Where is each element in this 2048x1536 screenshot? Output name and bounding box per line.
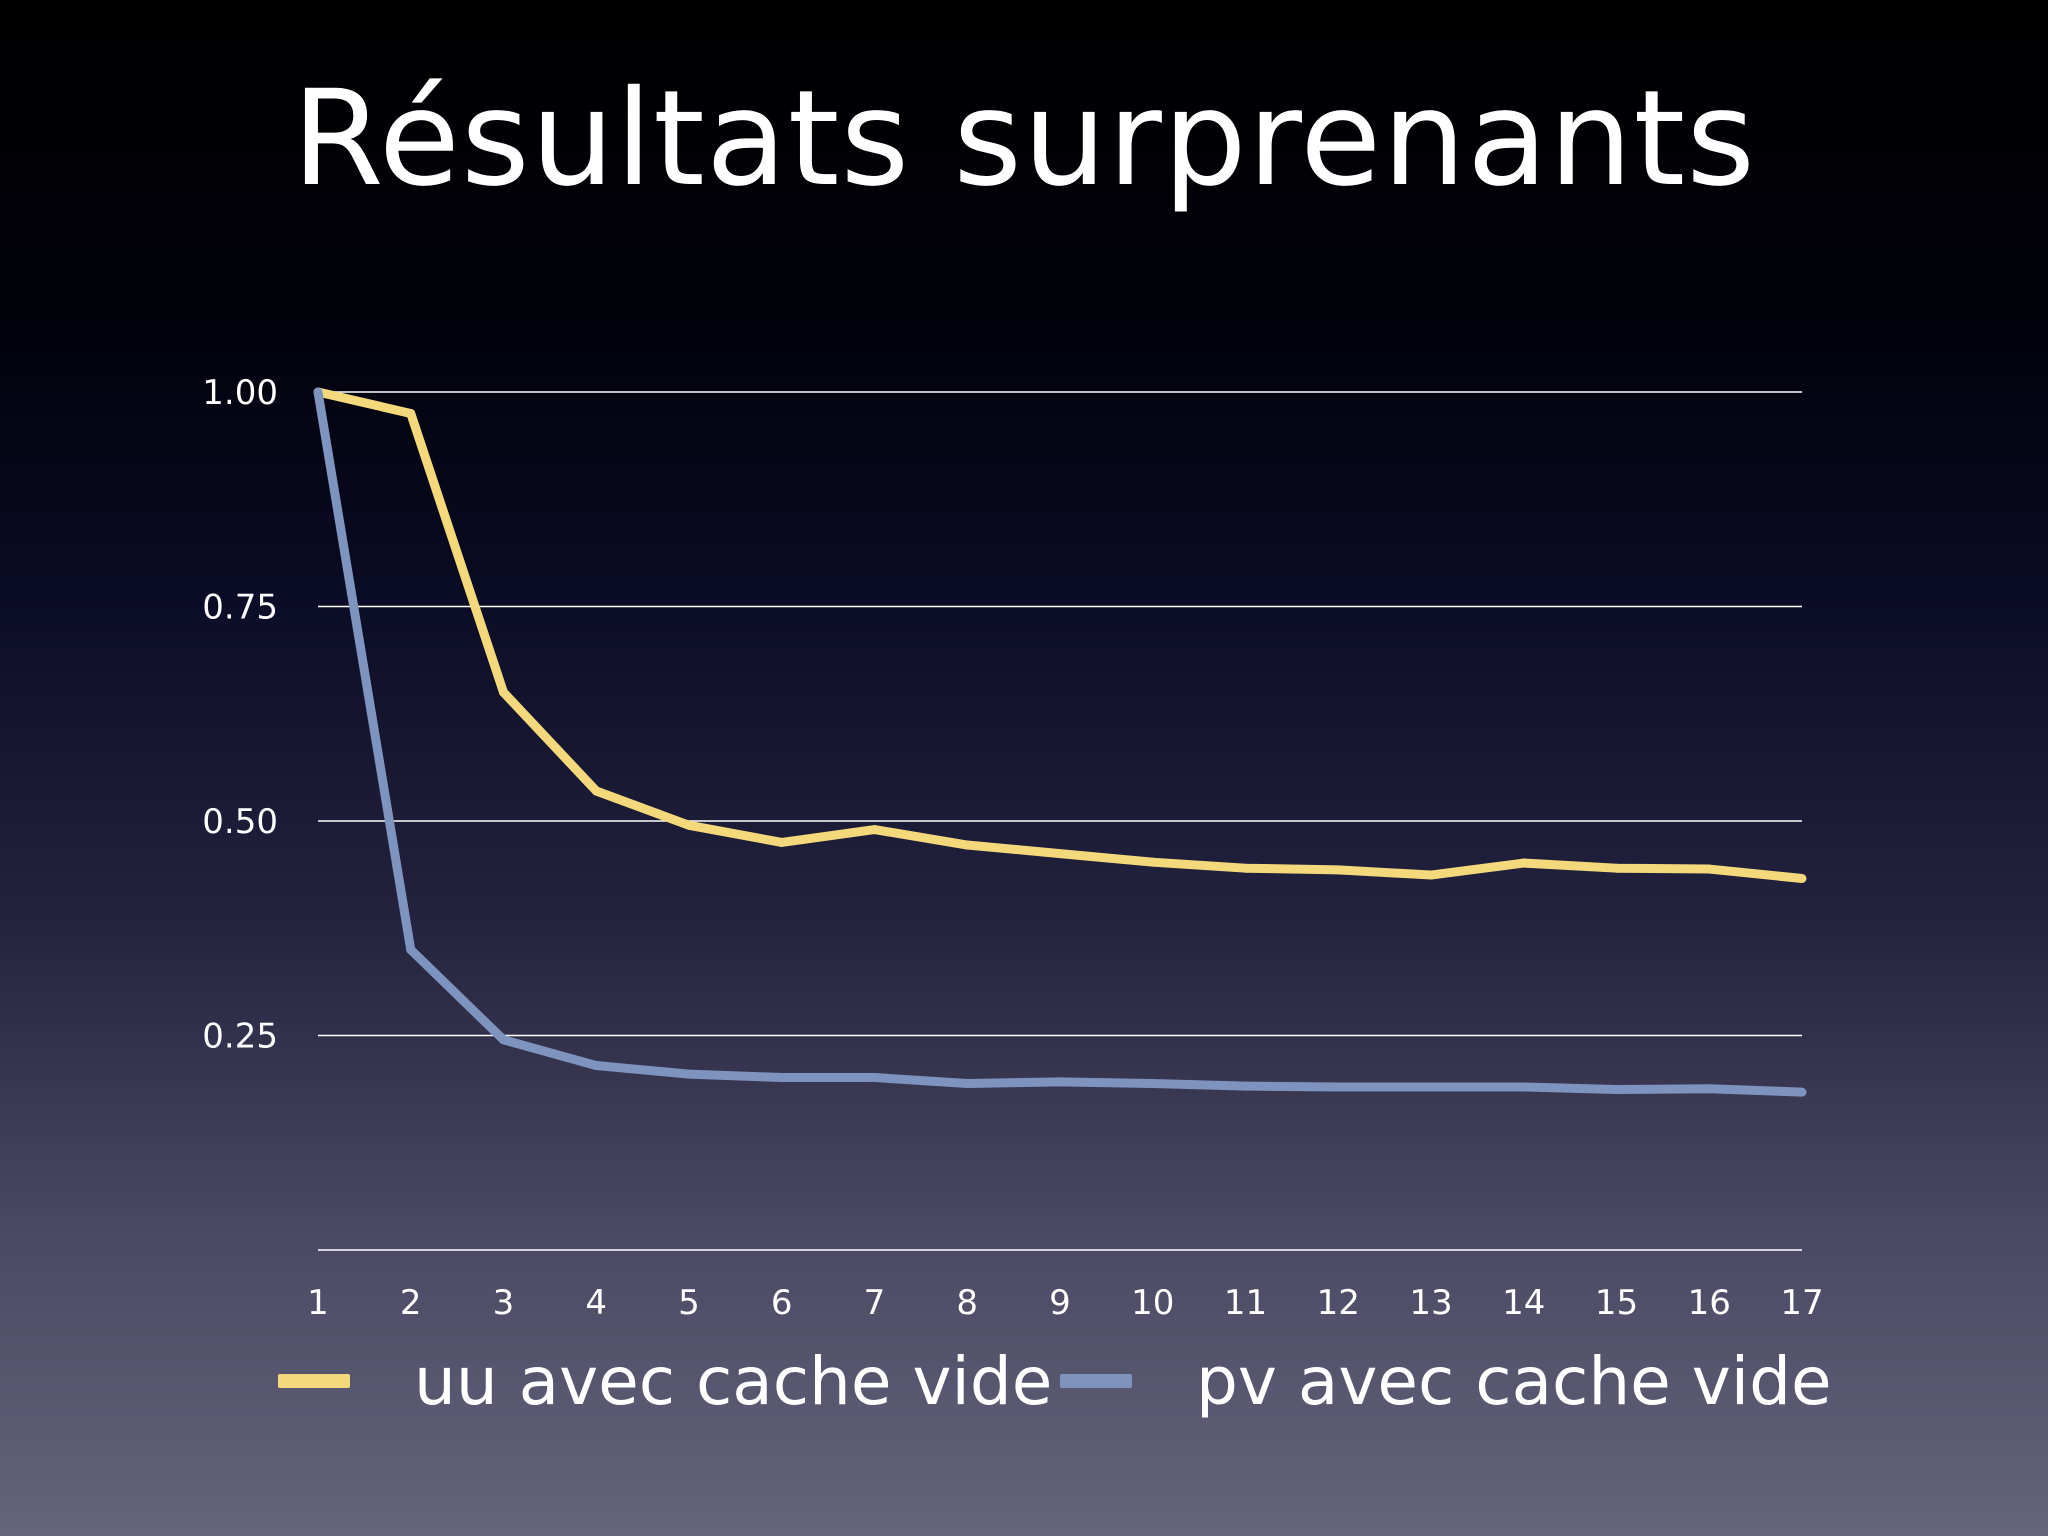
series-lines [313,387,1807,1097]
legend-swatch-pv [1060,1374,1132,1388]
data-point [1519,858,1529,868]
data-point [313,387,323,397]
data-point [406,408,416,418]
x-tick-label: 5 [678,1283,700,1323]
legend-swatch-uu [278,1374,350,1388]
data-point [406,945,416,955]
data-point [1704,1084,1714,1094]
data-point [777,1073,787,1083]
x-tick-label: 8 [956,1283,978,1323]
data-point [777,837,787,847]
data-point [1426,1082,1436,1092]
x-tick-label: 9 [1049,1283,1071,1323]
data-point [1148,857,1158,867]
y-tick-label: 0.25 [202,1017,278,1057]
x-tick-label: 2 [400,1283,422,1323]
series-line-pv [313,391,1803,1097]
x-tick-label: 11 [1224,1283,1267,1323]
y-tick-label: 1.00 [202,373,278,413]
y-tick-label: 0.75 [202,588,278,628]
data-point [684,1069,694,1079]
data-point [591,786,601,796]
x-tick-label: 10 [1131,1283,1174,1323]
data-point [1612,1085,1621,1095]
y-tick-label: 0.50 [202,802,278,842]
data-point [1797,873,1807,883]
x-tick-label: 16 [1688,1283,1731,1323]
x-tick-label: 1 [307,1283,329,1323]
data-point [962,1079,972,1089]
data-point [1797,1087,1807,1097]
data-point [870,1073,879,1083]
data-point [1612,863,1621,873]
x-tick-label: 14 [1502,1283,1545,1323]
x-tick-label: 4 [585,1283,607,1323]
data-point [1148,1079,1158,1089]
legend-item-uu: uu avec cache vide [278,1336,1052,1426]
series-line-uu [316,387,1803,883]
data-point [1333,865,1343,875]
data-point [1055,1077,1065,1087]
x-axis-ticks: 1 2 3 4 5 6 7 8 9 10 11 12 13 14 15 16 17 [307,1283,1823,1323]
x-tick-label: 15 [1595,1283,1638,1323]
data-point [1519,1082,1529,1092]
data-point [591,1061,601,1071]
legend-item-pv: pv avec cache vide [1060,1336,1832,1426]
data-point [1426,870,1436,880]
data-point [962,840,972,850]
data-point [684,820,694,830]
legend-label-uu: uu avec cache vide [414,1342,1053,1420]
data-point [870,825,879,835]
x-tick-label: 12 [1317,1283,1360,1323]
data-point [1704,864,1714,874]
data-point [499,1035,508,1045]
data-point [1055,849,1065,859]
x-tick-label: 7 [864,1283,886,1323]
data-point [1241,1081,1250,1091]
y-axis-ticks: 0.25 0.50 0.75 1.00 [202,373,278,1057]
x-tick-label: 3 [493,1283,515,1323]
x-tick-label: 13 [1409,1283,1452,1323]
gridlines [318,391,1802,1251]
x-tick-label: 17 [1780,1283,1823,1323]
data-point [1333,1082,1343,1092]
x-tick-label: 6 [771,1283,793,1323]
data-point [499,687,508,697]
slide-title: Résultats surprenants [291,62,1757,216]
data-point [1241,863,1250,873]
legend-label-pv: pv avec cache vide [1196,1342,1832,1420]
